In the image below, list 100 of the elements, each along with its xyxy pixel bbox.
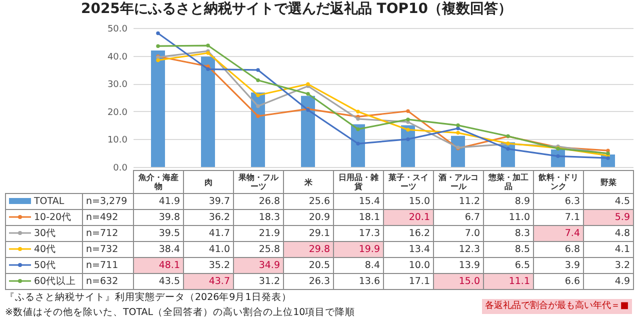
text: n=711 — [82, 258, 134, 274]
x-tick-label: 肉 — [184, 170, 234, 194]
y-tick-label: 0.0 — [113, 164, 128, 174]
legend-label: 50代 — [6, 258, 82, 274]
point — [156, 31, 160, 36]
data-label: 4.1 — [584, 242, 634, 258]
bar — [251, 92, 265, 167]
data-label: 26.3 — [284, 274, 334, 290]
point — [306, 92, 310, 96]
bar — [301, 96, 315, 167]
text: 『ふるさと納税サイト』利用実態データ（2026年9月1日発表） — [5, 291, 292, 304]
bar — [351, 124, 365, 167]
data-label: 15.4 — [334, 194, 384, 210]
bar — [401, 125, 415, 167]
point — [206, 44, 210, 48]
data-label: 6.5 — [484, 258, 534, 274]
data-label: 18.3 — [234, 210, 284, 226]
legend-label: 30代 — [6, 226, 82, 242]
text: ※数値はその他を除いた、TOTAL（全回答者）の高い割合の上位10項目で降順 — [5, 306, 356, 319]
data-label: 6.7 — [434, 210, 484, 226]
point — [406, 128, 410, 132]
legend-label: 10-20代 — [6, 210, 82, 226]
data-label: 39.7 — [184, 194, 234, 210]
point — [256, 93, 260, 98]
data-label: 10.0 — [384, 258, 434, 274]
data-label: 25.8 — [234, 242, 284, 258]
data-label: 18.1 — [334, 210, 384, 226]
data-label: 15.0 — [434, 274, 484, 290]
data-label: 43.7 — [184, 274, 234, 290]
data-label: 13.4 — [384, 242, 434, 258]
x-tick-label: 飲料・ドリンク — [534, 170, 584, 194]
data-label: 19.9 — [334, 242, 384, 258]
point — [456, 130, 460, 135]
data-label: 6.3 — [534, 194, 584, 210]
point — [406, 118, 410, 122]
data-label: 48.1 — [134, 258, 184, 274]
data-label: 11.0 — [484, 210, 534, 226]
point — [506, 147, 510, 151]
y-tick-label: 30.0 — [107, 80, 128, 90]
data-label: 7.0 — [434, 226, 484, 242]
data-label: 34.9 — [234, 258, 284, 274]
data-label: 39.5 — [134, 226, 184, 242]
data-label: 16.2 — [384, 226, 434, 242]
data-label: 11.1 — [484, 274, 534, 290]
data-label: 3.2 — [584, 258, 634, 274]
x-tick-label: 日用品・雑貨 — [334, 170, 384, 194]
data-label: 17.1 — [384, 274, 434, 290]
data-label: 8.4 — [334, 258, 384, 274]
point — [256, 104, 260, 108]
data-label: 4.5 — [584, 194, 634, 210]
data-label: 43.5 — [134, 274, 184, 290]
data-label: 39.8 — [134, 210, 184, 226]
legend-label: 60代以上 — [6, 274, 82, 290]
data-label: 41.9 — [134, 194, 184, 210]
data-label: 6.6 — [534, 274, 584, 290]
data-label: 29.1 — [284, 226, 334, 242]
data-label: 13.9 — [434, 258, 484, 274]
data-label: 4.9 — [584, 274, 634, 290]
data-label: 31.2 — [234, 274, 284, 290]
point — [456, 123, 460, 128]
data-label: 29.8 — [284, 242, 334, 258]
point — [356, 142, 360, 146]
x-tick-label: 惣菜・加工品 — [484, 170, 534, 194]
point — [256, 114, 260, 118]
x-tick-label: 酒・アルコール — [434, 170, 484, 194]
y-tick-label: 10.0 — [107, 136, 128, 146]
legend-label: TOTAL — [6, 194, 82, 210]
point — [256, 68, 260, 72]
x-tick-label: 魚介・海産物 — [134, 170, 184, 194]
point — [156, 58, 160, 62]
point — [156, 44, 160, 48]
text: n=712 — [82, 226, 134, 242]
data-label: 41.7 — [184, 226, 234, 242]
data-label: 11.2 — [434, 194, 484, 210]
data-label: 25.6 — [284, 194, 334, 210]
data-label: 5.9 — [584, 210, 634, 226]
data-label: 26.8 — [234, 194, 284, 210]
chart-title: 2025年にふるさと納税サイトで選んだ返礼品 TOP10（複数回答） — [80, 0, 512, 17]
text: n=732 — [82, 242, 134, 258]
data-label: 12.3 — [434, 242, 484, 258]
data-label: 7.1 — [534, 210, 584, 226]
data-label: 38.4 — [134, 242, 184, 258]
x-tick-label: 米 — [284, 170, 334, 194]
y-tick-label: 40.0 — [107, 52, 128, 62]
data-label: 7.4 — [534, 226, 584, 242]
bar — [451, 136, 465, 167]
x-tick-label: 果物・フルーツ — [234, 170, 284, 194]
y-tick-label: 50.0 — [107, 24, 128, 34]
bar — [201, 56, 215, 167]
data-label: 6.8 — [534, 242, 584, 258]
y-tick-label: 20.0 — [107, 108, 128, 118]
data-label: 8.9 — [484, 194, 534, 210]
point — [206, 67, 210, 72]
point — [606, 156, 610, 160]
data-label: 36.2 — [184, 210, 234, 226]
data-label: 3.9 — [534, 258, 584, 274]
data-label: 20.1 — [384, 210, 434, 226]
data-label: 4.8 — [584, 226, 634, 242]
point — [406, 109, 410, 113]
data-label: 13.6 — [334, 274, 384, 290]
